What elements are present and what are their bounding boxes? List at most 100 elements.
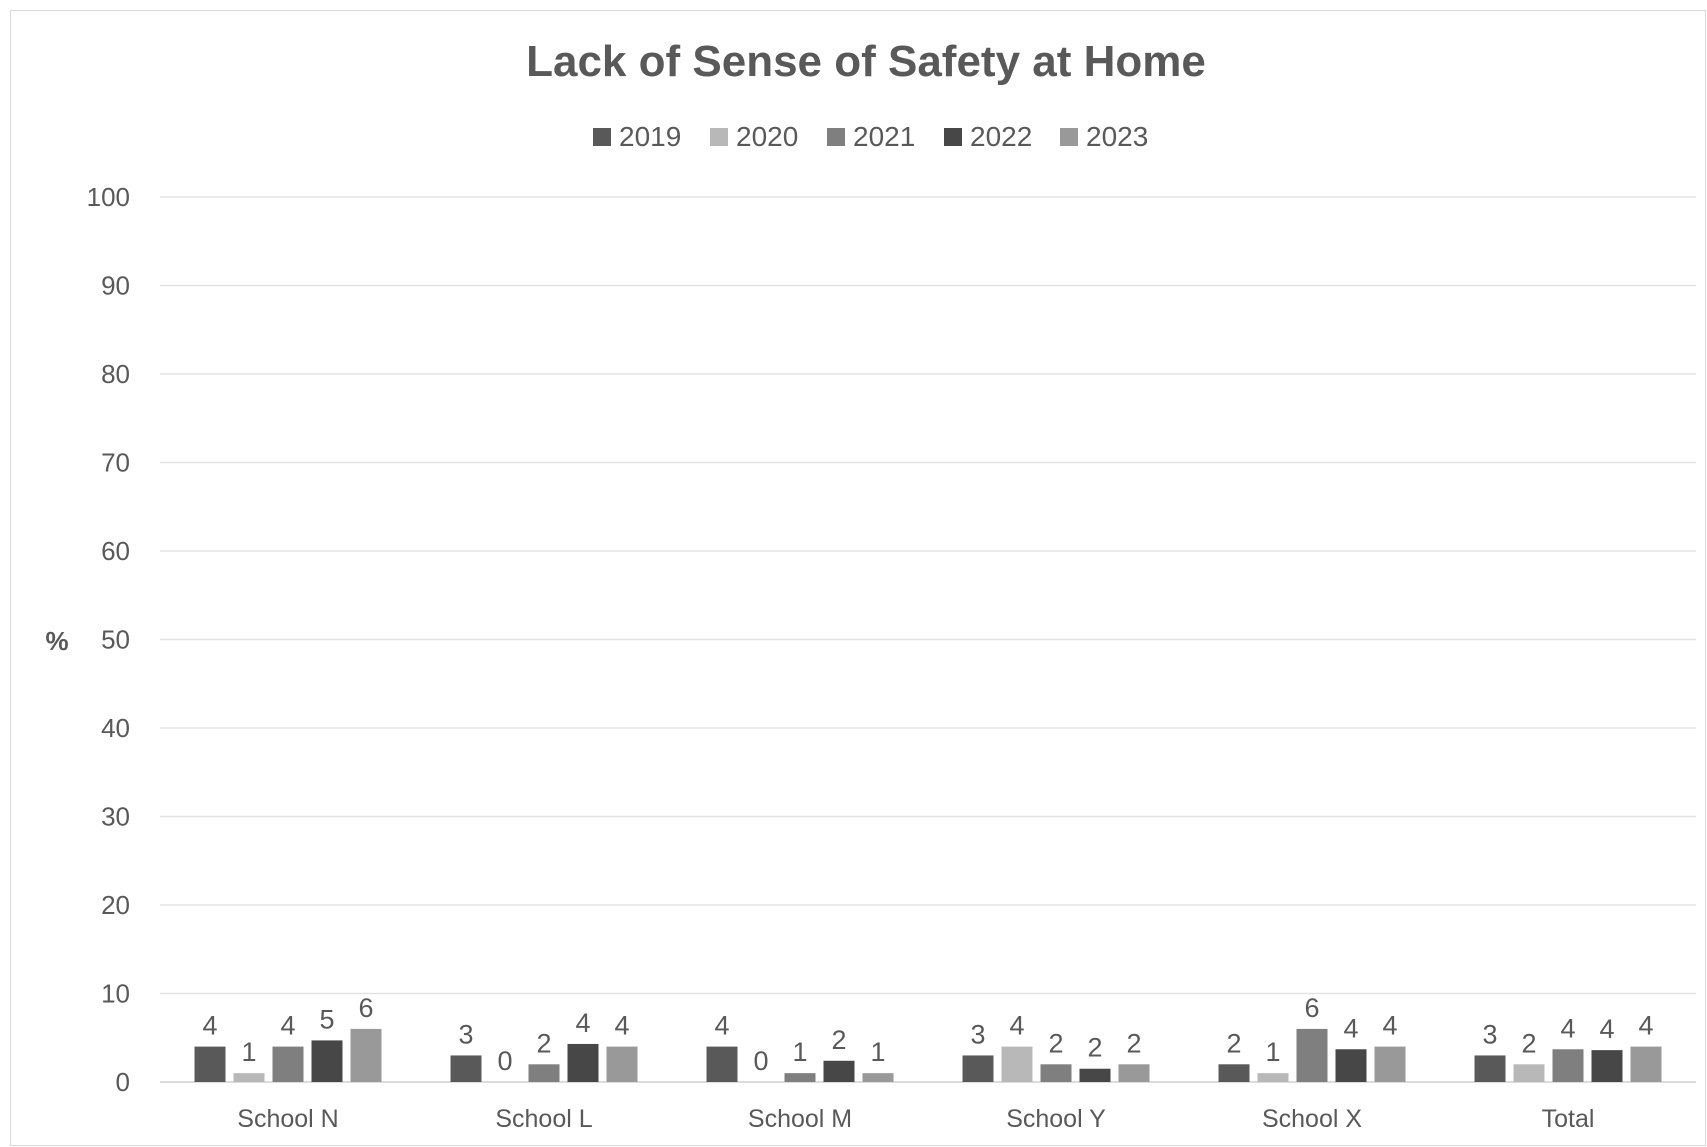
- bar: [1257, 1073, 1289, 1082]
- data-label: 3: [458, 1019, 473, 1049]
- data-label: 2: [1226, 1028, 1241, 1058]
- bar: [862, 1073, 894, 1082]
- y-axis-label: %: [45, 626, 68, 656]
- data-label: 2: [831, 1025, 846, 1055]
- bar: [272, 1046, 304, 1082]
- bar: [962, 1055, 994, 1082]
- y-tick-label: 90: [101, 271, 130, 301]
- bar: [1118, 1064, 1150, 1082]
- data-label: 6: [1304, 993, 1319, 1023]
- data-label: 4: [575, 1008, 590, 1038]
- data-label: 4: [714, 1011, 729, 1041]
- y-tick-label: 30: [101, 802, 130, 832]
- bar: [233, 1073, 265, 1082]
- data-label: 5: [319, 1004, 334, 1034]
- bar: [528, 1064, 560, 1082]
- legend-swatch: [944, 128, 962, 146]
- x-tick-label: School N: [237, 1105, 338, 1133]
- bar: [1296, 1028, 1328, 1082]
- y-tick-label: 60: [101, 536, 130, 566]
- bar: [1001, 1046, 1033, 1082]
- legend-item: 2020: [710, 121, 798, 152]
- data-label: 1: [870, 1037, 885, 1067]
- x-tick-label: School L: [495, 1105, 592, 1133]
- data-label: 4: [202, 1011, 217, 1041]
- x-tick-label: Total: [1542, 1105, 1595, 1133]
- legend-swatch: [827, 128, 845, 146]
- y-tick-label: 100: [87, 182, 130, 212]
- bar: [1335, 1049, 1367, 1082]
- data-label: 4: [1343, 1013, 1358, 1043]
- x-tick-label: School X: [1262, 1105, 1362, 1133]
- legend-swatch: [710, 128, 728, 146]
- legend-label: 2021: [853, 121, 915, 152]
- bar: [350, 1028, 382, 1082]
- bar: [1552, 1049, 1584, 1082]
- data-label: 2: [1126, 1028, 1141, 1058]
- bar: [1040, 1064, 1072, 1082]
- data-label: 4: [1638, 1011, 1653, 1041]
- bar: [311, 1040, 343, 1082]
- data-label: 4: [1382, 1011, 1397, 1041]
- data-label: 4: [280, 1011, 295, 1041]
- data-label: 4: [614, 1011, 629, 1041]
- legend-swatch: [593, 128, 611, 146]
- data-label: 1: [1265, 1037, 1280, 1067]
- bar: [1374, 1046, 1406, 1082]
- y-tick-label: 20: [101, 890, 130, 920]
- data-label: 2: [1521, 1028, 1536, 1058]
- legend-item: 2019: [593, 121, 681, 152]
- bar: [1474, 1055, 1506, 1082]
- legend-label: 2022: [970, 121, 1032, 152]
- x-tick-label: School M: [748, 1105, 852, 1133]
- data-label: 4: [1560, 1013, 1575, 1043]
- bar: [606, 1046, 638, 1082]
- bar: [450, 1055, 482, 1082]
- y-tick-label: 0: [116, 1067, 130, 1097]
- legend: 2019 2020 2021 2022 2023: [593, 121, 1148, 152]
- data-label: 2: [536, 1028, 551, 1058]
- data-label: 0: [497, 1046, 512, 1076]
- legend-item: 2023: [1060, 121, 1148, 152]
- y-tick-label: 80: [101, 359, 130, 389]
- data-label: 4: [1599, 1014, 1614, 1044]
- data-label: 2: [1087, 1033, 1102, 1063]
- y-tick-label: 40: [101, 713, 130, 743]
- legend-label: 2019: [619, 121, 681, 152]
- data-label: 6: [358, 993, 373, 1023]
- legend-label: 2020: [736, 121, 798, 152]
- data-label: 3: [1482, 1019, 1497, 1049]
- data-label: 3: [970, 1019, 985, 1049]
- y-tick-label: 50: [101, 625, 130, 655]
- bar: [1591, 1050, 1623, 1082]
- bar: [706, 1046, 738, 1082]
- chart-title: Lack of Sense of Safety at Home: [526, 37, 1206, 86]
- bar: [1630, 1046, 1662, 1082]
- bar: [1513, 1064, 1545, 1082]
- data-label: 1: [792, 1037, 807, 1067]
- data-label: 1: [241, 1037, 256, 1067]
- y-tick-label: 70: [101, 448, 130, 478]
- bar: [784, 1073, 816, 1082]
- x-axis: School N School L School M School Y School X…: [237, 1105, 1594, 1133]
- legend-item: 2021: [827, 121, 915, 152]
- data-label: 4: [1009, 1011, 1024, 1041]
- legend-label: 2023: [1086, 121, 1148, 152]
- bar: [1079, 1068, 1111, 1082]
- bar: [1218, 1064, 1250, 1082]
- bar: [567, 1043, 599, 1082]
- bar: [823, 1060, 855, 1082]
- y-tick-label: 10: [101, 979, 130, 1009]
- legend-swatch: [1060, 128, 1078, 146]
- y-axis: 0 10 20 30 40 50 60 70 80 90 100: [87, 182, 130, 1097]
- gridlines: [160, 196, 1696, 1083]
- data-label: 2: [1048, 1028, 1063, 1058]
- legend-item: 2022: [944, 121, 1032, 152]
- bar: [194, 1046, 226, 1082]
- chart-frame: [10, 10, 1706, 1146]
- x-tick-label: School Y: [1006, 1105, 1106, 1133]
- bars: [194, 1028, 1662, 1082]
- data-label: 0: [753, 1046, 768, 1076]
